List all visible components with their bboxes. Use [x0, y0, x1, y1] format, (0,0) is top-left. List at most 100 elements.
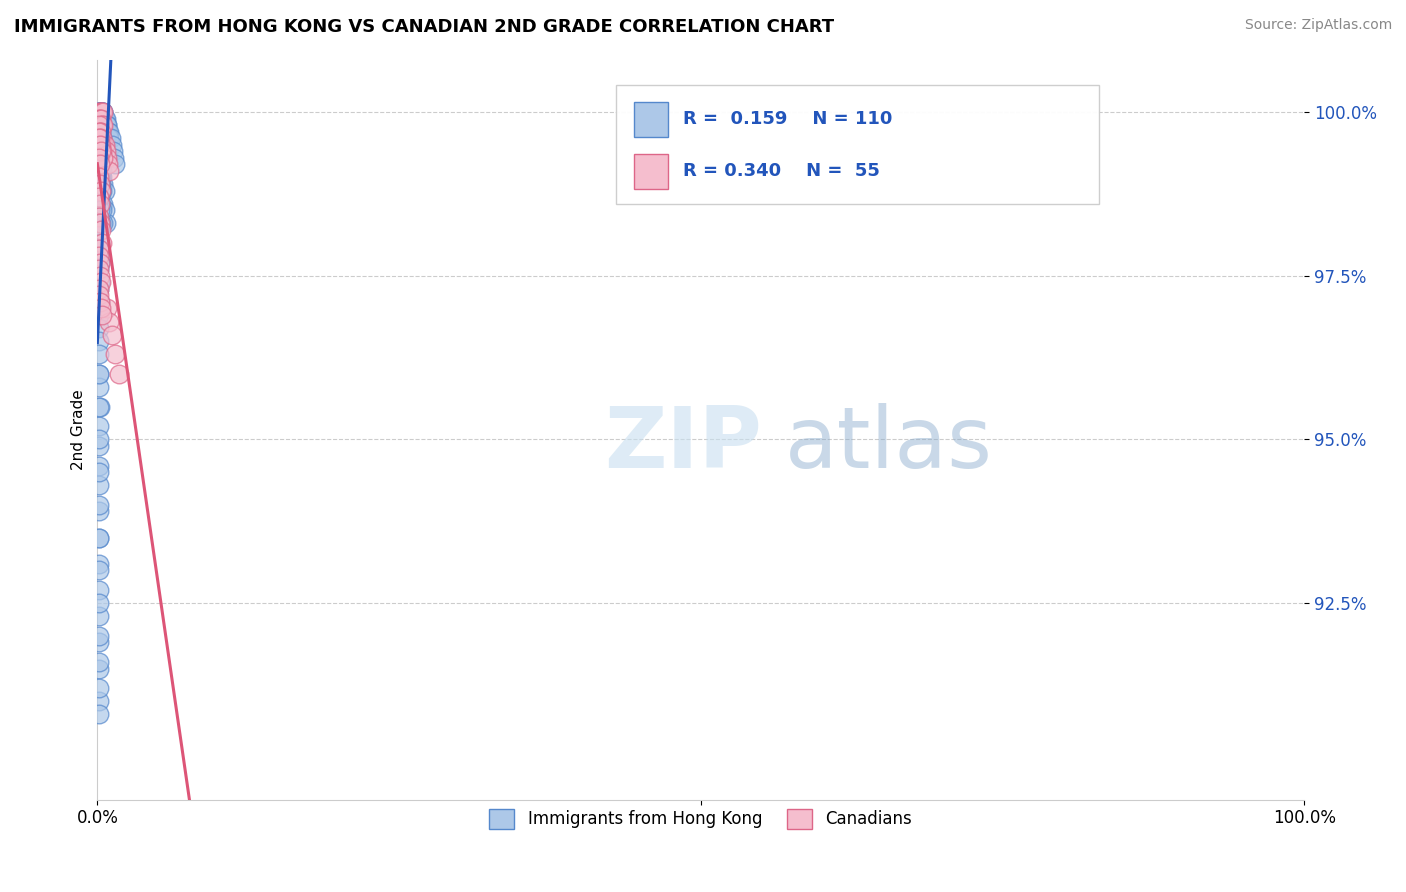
Point — [90, 177, 112, 191]
Point — [89, 137, 111, 152]
Point — [87, 151, 110, 165]
Point — [87, 105, 110, 120]
Point — [93, 137, 115, 152]
Point — [89, 170, 111, 185]
Point — [87, 380, 110, 394]
Point — [96, 151, 118, 165]
Point — [87, 498, 110, 512]
Point — [94, 216, 117, 230]
Point — [90, 112, 112, 126]
Point — [87, 557, 110, 571]
Point — [93, 177, 115, 191]
Point — [91, 164, 114, 178]
Point — [89, 294, 111, 309]
Point — [87, 249, 110, 263]
Point — [87, 145, 110, 159]
Point — [96, 301, 118, 316]
Point — [108, 367, 131, 381]
Point — [94, 145, 117, 159]
Text: Source: ZipAtlas.com: Source: ZipAtlas.com — [1244, 18, 1392, 32]
Point — [94, 118, 117, 132]
Point — [87, 112, 110, 126]
Point — [90, 105, 112, 120]
Point — [89, 203, 111, 218]
Point — [87, 504, 110, 518]
Point — [91, 118, 114, 132]
Point — [91, 105, 114, 120]
Text: R =  0.159    N = 110: R = 0.159 N = 110 — [683, 110, 891, 128]
Point — [90, 105, 112, 120]
Point — [87, 125, 110, 139]
Point — [90, 184, 112, 198]
Text: ZIP: ZIP — [605, 403, 762, 486]
Point — [87, 223, 110, 237]
Point — [87, 582, 110, 597]
Point — [87, 170, 110, 185]
Point — [97, 125, 120, 139]
Point — [101, 327, 124, 342]
Point — [87, 707, 110, 722]
Point — [103, 151, 125, 165]
Point — [87, 334, 110, 348]
Point — [89, 255, 111, 269]
Point — [87, 288, 110, 302]
Point — [104, 347, 127, 361]
Point — [94, 112, 117, 126]
Point — [93, 105, 115, 120]
Point — [93, 105, 115, 120]
Point — [91, 131, 114, 145]
Point — [93, 203, 115, 218]
Point — [87, 243, 110, 257]
Point — [87, 262, 110, 277]
Point — [87, 131, 110, 145]
Point — [91, 137, 114, 152]
Point — [98, 164, 121, 178]
FancyBboxPatch shape — [616, 86, 1099, 204]
Point — [87, 118, 110, 132]
Point — [93, 216, 115, 230]
Legend: Immigrants from Hong Kong, Canadians: Immigrants from Hong Kong, Canadians — [482, 802, 920, 836]
Point — [87, 105, 110, 120]
Point — [90, 301, 112, 316]
Point — [89, 137, 111, 152]
Point — [87, 531, 110, 545]
Point — [91, 184, 114, 198]
Point — [87, 367, 110, 381]
Point — [90, 137, 112, 152]
Point — [93, 137, 115, 152]
Point — [87, 105, 110, 120]
Point — [89, 112, 111, 126]
Point — [87, 478, 110, 492]
Point — [91, 170, 114, 185]
Point — [100, 131, 122, 145]
Point — [87, 243, 110, 257]
Point — [90, 125, 112, 139]
Point — [89, 400, 111, 414]
Point — [87, 531, 110, 545]
Point — [97, 125, 120, 139]
Point — [89, 145, 111, 159]
Point — [90, 151, 112, 165]
Point — [89, 294, 111, 309]
Point — [87, 321, 110, 335]
Point — [90, 223, 112, 237]
Text: IMMIGRANTS FROM HONG KONG VS CANADIAN 2ND GRADE CORRELATION CHART: IMMIGRANTS FROM HONG KONG VS CANADIAN 2N… — [14, 18, 834, 36]
Point — [89, 118, 111, 132]
Point — [87, 190, 110, 204]
Point — [90, 216, 112, 230]
Point — [87, 465, 110, 479]
Point — [93, 151, 115, 165]
Point — [93, 118, 115, 132]
Point — [87, 433, 110, 447]
Point — [90, 249, 112, 263]
Point — [93, 112, 115, 126]
Point — [87, 662, 110, 676]
Point — [96, 118, 118, 132]
Point — [91, 145, 114, 159]
Point — [89, 125, 111, 139]
Point — [87, 190, 110, 204]
Point — [89, 235, 111, 250]
Point — [89, 268, 111, 283]
Point — [89, 131, 111, 145]
Point — [87, 210, 110, 224]
